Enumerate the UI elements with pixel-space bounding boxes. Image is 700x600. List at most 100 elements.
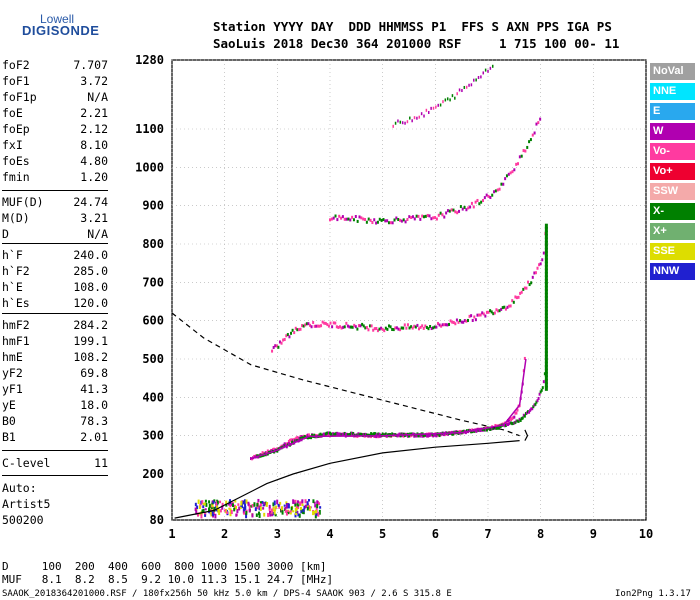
echo-point	[444, 323, 447, 327]
echo-point	[491, 427, 494, 431]
echo-point	[505, 420, 508, 424]
echo-point	[287, 503, 290, 509]
echo-point	[296, 502, 299, 506]
param-row-fof1: foF1 3.72	[2, 74, 108, 90]
echo-point	[539, 390, 542, 394]
echo-point	[437, 103, 439, 107]
echo-point	[446, 432, 449, 436]
y-tick-label: 800	[142, 237, 164, 251]
param-value: 108.2	[73, 350, 108, 364]
echo-point	[544, 247, 548, 253]
echo-point	[285, 334, 288, 338]
echo-point	[404, 121, 406, 125]
legend-item-nne: NNE	[650, 83, 695, 100]
echo-point	[528, 283, 531, 287]
echo-point	[439, 211, 442, 215]
echo-point	[516, 408, 519, 412]
param-row-hmf1: hmF1 199.1	[2, 334, 108, 350]
echo-point	[521, 416, 524, 420]
echo-point	[534, 402, 537, 406]
echo-point	[465, 429, 468, 433]
echo-point	[225, 503, 228, 507]
echo-point	[479, 429, 482, 433]
echo-point	[301, 503, 304, 507]
echo-point	[525, 286, 528, 290]
echo-point	[264, 453, 267, 457]
y-tick-label: 400	[142, 390, 164, 404]
footer-file-info: SAAOK_2018364201000.RSF / 180fx256h 50 k…	[2, 589, 452, 599]
echo-point	[245, 510, 248, 515]
echo-point	[291, 438, 294, 442]
echo-point	[294, 437, 297, 441]
echo-point	[544, 327, 548, 333]
echo-point	[471, 318, 474, 322]
echo-point	[230, 509, 233, 515]
echo-point	[340, 433, 343, 437]
echo-point	[478, 313, 481, 317]
echo-point	[470, 430, 473, 434]
echo-point	[273, 500, 276, 506]
param-value: 4.80	[80, 154, 108, 168]
echo-point	[493, 311, 496, 315]
echo-point	[301, 499, 304, 504]
x-tick-label: 9	[590, 527, 597, 541]
echo-point	[421, 214, 424, 218]
echo-point	[370, 324, 373, 328]
param-row-mufd: MUF(D) 24.74	[2, 195, 108, 211]
param-row-fmin: fmin 1.20	[2, 170, 108, 186]
echo-point	[334, 214, 337, 218]
param-row-foes: foEs 4.80	[2, 154, 108, 170]
echo-point	[511, 417, 514, 421]
echo-point	[343, 431, 346, 435]
echo-point	[464, 431, 467, 435]
echo-point	[544, 237, 548, 243]
echo-point	[204, 499, 207, 503]
echo-point	[294, 507, 297, 512]
echo-point	[454, 96, 456, 100]
echo-point	[324, 432, 327, 436]
echo-point	[314, 513, 317, 519]
echo-point	[490, 310, 493, 314]
echo-point	[291, 440, 294, 444]
echo-point	[262, 504, 265, 507]
echo-point	[313, 501, 316, 504]
echo-point	[359, 324, 362, 328]
echo-point	[544, 372, 548, 378]
echo-point	[511, 422, 514, 426]
echo-point	[544, 265, 548, 271]
echo-point	[283, 504, 286, 507]
echo-point	[306, 505, 309, 511]
echo-point	[522, 149, 525, 153]
echo-point	[544, 375, 548, 381]
echo-point	[457, 320, 460, 324]
echo-point	[544, 351, 548, 357]
echo-point	[515, 162, 518, 166]
echo-point	[356, 327, 359, 331]
echo-point	[336, 431, 339, 435]
echo-point	[504, 422, 507, 426]
echo-point	[519, 291, 522, 295]
echo-point	[212, 500, 215, 504]
echo-point	[373, 327, 376, 331]
echo-point	[513, 421, 516, 425]
echo-point	[341, 433, 344, 437]
echo-point	[406, 434, 409, 438]
echo-point	[544, 378, 548, 384]
echo-point	[264, 451, 267, 455]
param-key: foF1	[2, 74, 30, 88]
legend-item-vo: Vo-	[650, 143, 695, 160]
echo-point	[495, 426, 498, 430]
echo-point	[288, 335, 291, 339]
echo-point	[342, 432, 345, 436]
param-key: B1	[2, 430, 16, 444]
echo-point	[272, 502, 275, 507]
echo-point	[312, 510, 315, 516]
echo-point	[416, 116, 418, 120]
echo-point	[494, 189, 497, 193]
echo-point	[208, 503, 211, 508]
echo-point	[229, 502, 232, 508]
param-key: h`Es	[2, 296, 30, 310]
echo-point	[345, 321, 348, 325]
echo-point	[352, 218, 355, 222]
param-key: h`F	[2, 248, 23, 262]
